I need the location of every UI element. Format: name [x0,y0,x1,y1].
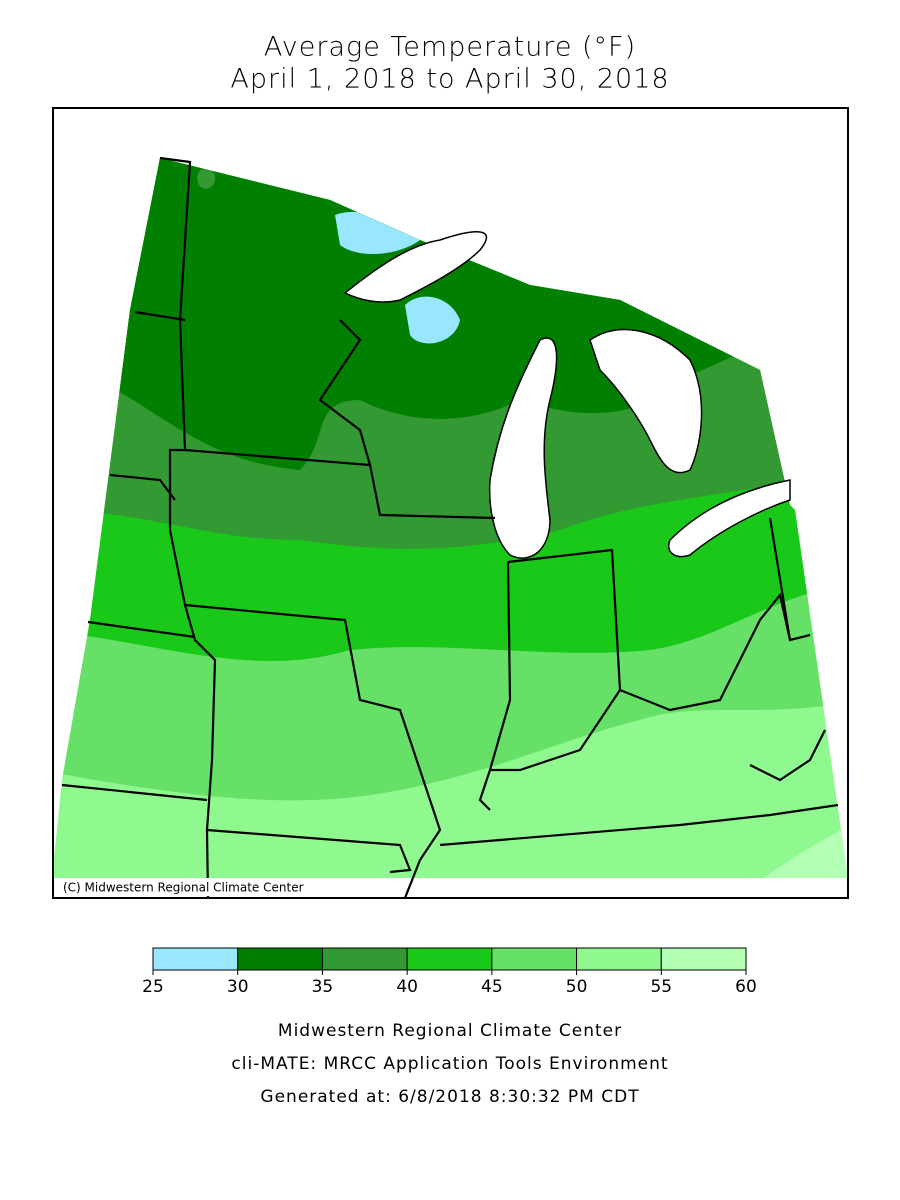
legend-tick-label: 40 [396,977,418,997]
legend-tick-label: 30 [227,977,249,997]
subtitle: April 1, 2018 to April 30, 2018 [230,64,669,95]
legend-tick-label: 45 [481,977,503,997]
map-frame [52,107,849,899]
copyright-box [58,878,340,896]
legend-swatch [237,947,323,971]
legend-tick-label: 35 [312,977,334,997]
footer-line: Midwestern Regional Climate Center [278,1021,622,1041]
legend-tick-label: 25 [142,977,164,997]
legend-swatch [576,947,662,971]
legend-tick-label: 55 [650,977,672,997]
legend-swatch [152,947,239,971]
title: Average Temperature (°F) [264,32,636,63]
copyright: (C) Midwestern Regional Climate Center [63,881,304,895]
legend-tick-label: 60 [735,977,757,997]
footer-line: cli-MATE: MRCC Application Tools Environ… [231,1054,668,1074]
footer-line: Generated at: 6/8/2018 8:30:32 PM CDT [260,1087,639,1107]
legend-swatch [660,947,747,971]
legend-swatch [406,947,493,971]
legend-tick-label: 50 [566,977,588,997]
legend-swatch [321,947,408,971]
legend-swatch [491,947,578,971]
lakes [343,231,791,559]
state-borders [61,156,839,899]
